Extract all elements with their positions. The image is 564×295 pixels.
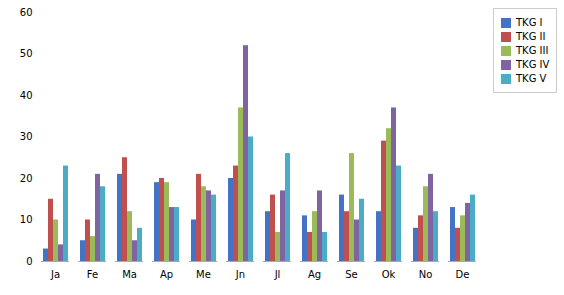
svg-text:Ok: Ok bbox=[382, 269, 396, 280]
html-text:TKG II: TKG II bbox=[516, 31, 546, 42]
svg-text:Se: Se bbox=[345, 269, 358, 280]
svg-text:Jl: Jl bbox=[274, 269, 281, 280]
svg-text:Ag: Ag bbox=[308, 269, 321, 280]
html-text:TKG IV: TKG IV bbox=[516, 59, 550, 70]
svg-text:50: 50 bbox=[20, 48, 33, 59]
svg-text:Fe: Fe bbox=[87, 269, 98, 280]
html-text:TKG V: TKG V bbox=[516, 73, 547, 84]
svg-text:0: 0 bbox=[26, 256, 32, 267]
svg-text:10: 10 bbox=[20, 214, 33, 225]
svg-text:No: No bbox=[419, 269, 433, 280]
svg-text:60: 60 bbox=[20, 7, 33, 18]
svg-text:Me: Me bbox=[196, 269, 211, 280]
svg-text:40: 40 bbox=[20, 90, 33, 101]
svg-text:De: De bbox=[456, 269, 470, 280]
svg-text:Ma: Ma bbox=[122, 269, 137, 280]
svg-text:30: 30 bbox=[20, 131, 33, 142]
svg-text:20: 20 bbox=[20, 173, 33, 184]
html-text:TKG I: TKG I bbox=[516, 17, 543, 28]
svg-text:Ap: Ap bbox=[160, 269, 173, 280]
html-text:TKG III: TKG III bbox=[516, 45, 549, 56]
svg-text:Jn: Jn bbox=[235, 269, 245, 280]
svg-text:Ja: Ja bbox=[50, 269, 60, 280]
